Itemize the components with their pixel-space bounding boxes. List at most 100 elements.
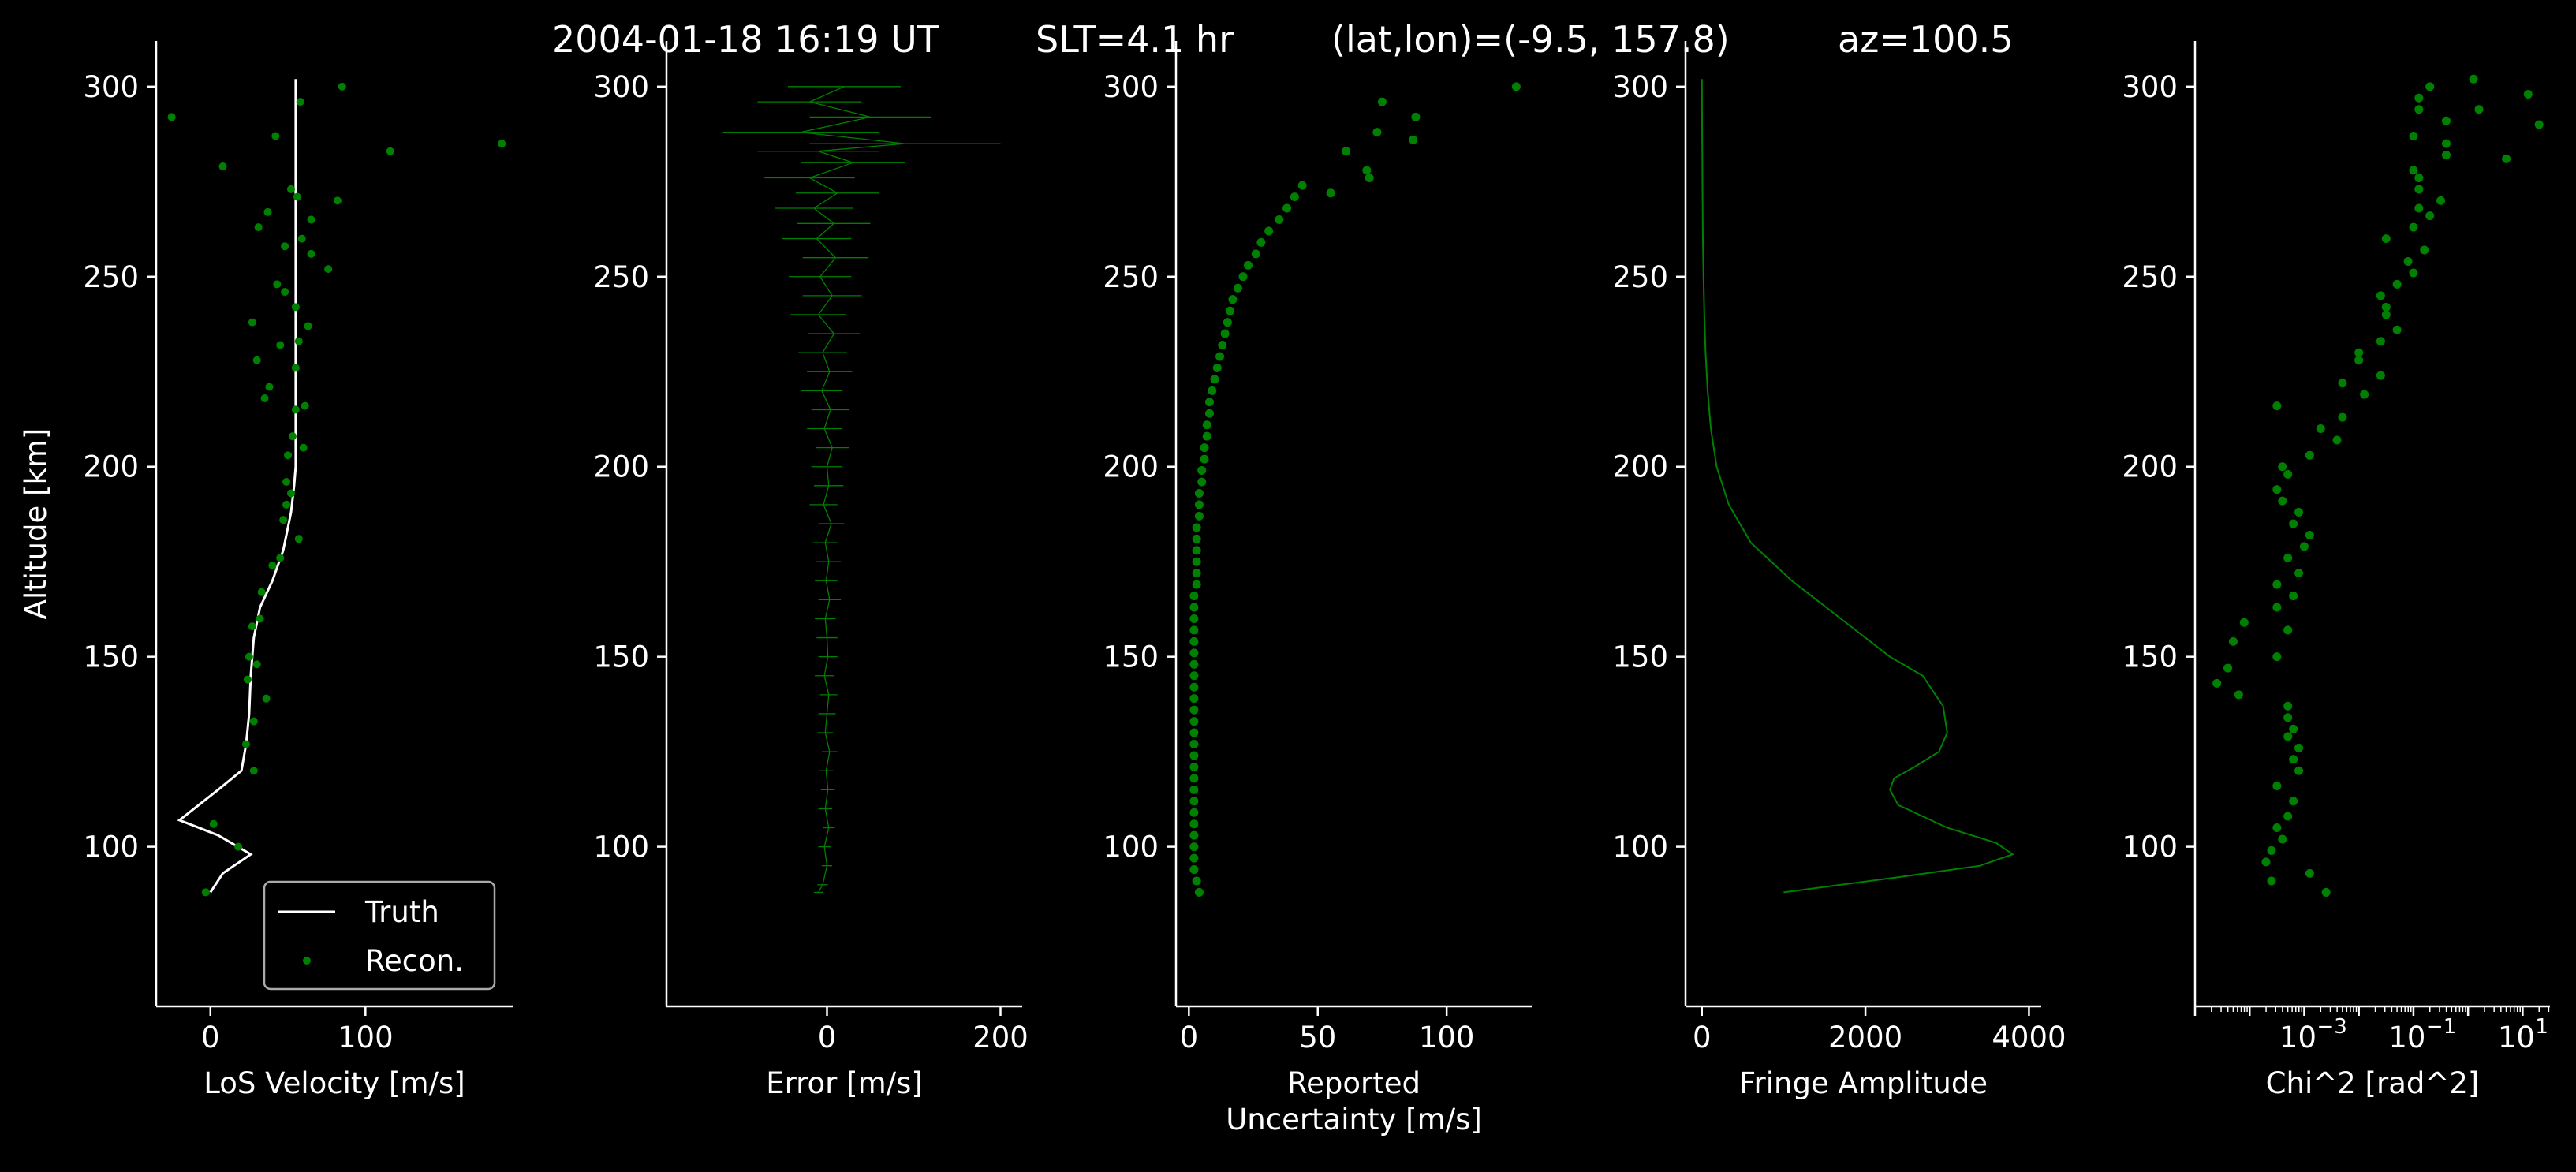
chi2-point [2283,553,2293,562]
chi2-point [2272,603,2282,612]
recon-point [256,614,264,623]
uncertainty-point [1233,283,1242,293]
chi2-point [2441,151,2451,160]
uncertainty-point [1208,386,1217,395]
recon-point [271,132,280,140]
recon-point [243,675,252,684]
title-latlon: (lat,lon)=(-9.5, 157.8) [1331,18,1730,61]
uncertainty-point [1212,363,1222,372]
chi2-point [2305,530,2314,539]
y-tick-label: 300 [1612,70,1668,104]
uncertainty-point [1202,420,1211,430]
uncertainty-point [1192,557,1201,566]
chi2-point [2272,823,2282,833]
chi2-point [2409,222,2418,232]
uncertainty-point [1189,797,1199,806]
x-tick-label: 50 [1299,1021,1336,1054]
x-tick-exponent: 1 [2535,1015,2548,1039]
recon-point [254,223,263,232]
chi2-point [2289,797,2298,806]
legend: Truth Recon. [263,880,496,991]
uncertainty-point [1275,215,1284,224]
y-tick-label: 150 [593,640,649,674]
recon-point [248,622,256,631]
y-tick-label: 300 [593,70,649,104]
x-axis-label: Chi^2 [rad^2] [2266,1066,2480,1100]
y-tick-label: 150 [2122,640,2178,674]
recon-point [279,516,288,524]
uncertainty-point [1189,762,1199,771]
recon-point [286,185,295,193]
uncertainty-point [1244,260,1253,270]
y-tick-label: 150 [1612,640,1668,674]
chi2-point [2283,625,2293,635]
uncertainty-point [1189,728,1199,737]
legend-truth-label: Truth [364,895,439,929]
recon-point [268,562,277,570]
chi2-point [2267,876,2276,886]
uncertainty-point [1189,865,1199,875]
chi2-point [2267,845,2276,855]
uncertainty-point [1189,808,1199,817]
chi2-point [2414,105,2424,114]
x-axis-label-line: Uncertainty [m/s] [1226,1103,1482,1137]
y-tick-label: 200 [83,450,139,484]
chi2-point [2376,371,2385,380]
x-tick-label: 0 [1180,1021,1199,1054]
y-tick-label: 100 [2122,830,2178,864]
recon-point [291,303,300,312]
recon-point [252,356,261,364]
uncertainty-point [1200,454,1209,464]
chi2-point [2436,196,2446,205]
x-tick-label: 0 [1693,1021,1712,1054]
uncertainty-point [1220,329,1230,338]
chi2-point [2338,379,2347,388]
recon-point [201,888,210,897]
chi2-point [2294,743,2304,752]
panel-1: 100 150 200 250 300 0 100 LoS Velocity [m/s] Alt… [19,41,513,1100]
uncertainty-point [1189,694,1199,704]
x-tick-label: 2000 [1828,1021,1902,1054]
recon-point [241,740,250,748]
x-axis-label: Reported Uncertainty [m/s] [1226,1066,1482,1137]
y-tick-label: 150 [83,640,139,674]
recon-point [262,694,271,703]
panel-3: 100 150 200 250 300 0 50 100 Reported Uncertainty… [1103,41,1532,1137]
recon-point [294,337,303,345]
recon-point [338,82,346,91]
chi2-point [2272,580,2282,589]
recon-point [252,660,261,669]
x-axis-label: Fringe Amplitude [1739,1066,1988,1100]
legend-recon-label: Recon. [365,944,464,978]
recon-point [249,767,258,775]
recon-point [291,405,300,414]
chi2-point [2234,690,2243,700]
uncertainty-point [1189,774,1199,783]
uncertainty-point [1204,398,1214,407]
uncertainty-point [1197,466,1207,476]
uncertainty-point [1511,82,1521,91]
chi2-point [2316,424,2325,434]
chi2-point [2420,245,2429,255]
chi2-point [2409,268,2418,278]
x-axis-label-line: Error [m/s] [766,1066,923,1100]
x-tick-label: 0 [818,1021,837,1054]
uncertainty-point [1251,249,1260,259]
y-tick-label: 200 [1612,450,1668,484]
uncertainty-point [1256,237,1266,247]
recon-point [307,249,315,258]
chi2-point [2354,356,2364,365]
recon-point [263,207,272,216]
uncertainty-point [1189,625,1199,635]
y-tick-label: 100 [1103,830,1159,864]
chi2-point [2338,412,2347,422]
x-tick-label: 100 [338,1021,394,1054]
uncertainty-point [1194,887,1204,897]
recon-point [333,196,342,205]
recon-point [276,554,285,562]
chi2-point [2289,724,2298,733]
chi2-point [2441,116,2451,125]
y-tick-label: 250 [1612,260,1668,294]
